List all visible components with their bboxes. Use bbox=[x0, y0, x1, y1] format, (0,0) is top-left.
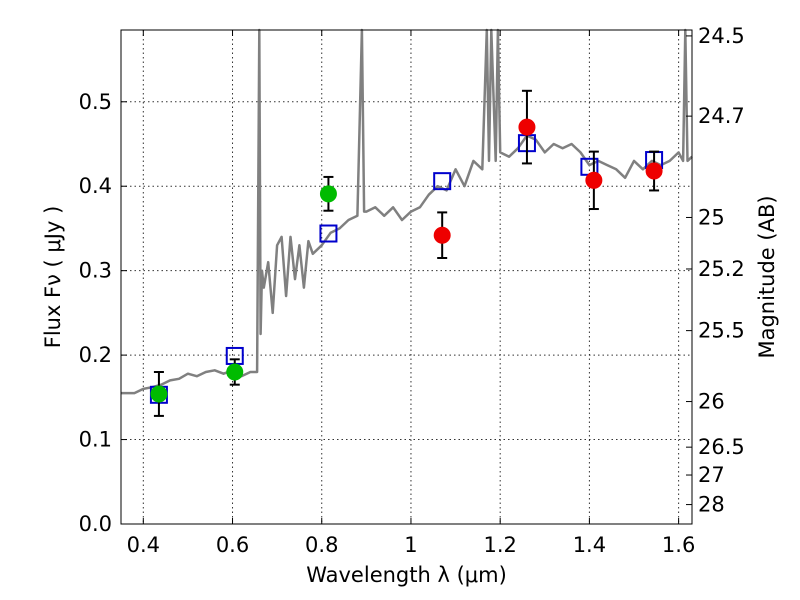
model-square-marker bbox=[319, 224, 338, 243]
y2-tick-label: 25.2 bbox=[698, 257, 745, 281]
model-square-marker bbox=[433, 172, 452, 191]
y2-tick-label: 26.5 bbox=[698, 435, 745, 459]
y2-axis-label: Magnitude (AB) bbox=[755, 195, 779, 358]
red-circle-marker bbox=[645, 162, 663, 180]
x-tick-label: 1.6 bbox=[662, 533, 695, 557]
y2-tick-label: 24.7 bbox=[698, 104, 745, 128]
spectrum-layer bbox=[121, 28, 693, 395]
x-tick-label: 0.6 bbox=[216, 533, 249, 557]
y-tick-label: 0.5 bbox=[79, 90, 112, 114]
ticks-layer: 0.4 0.6 0.8 1 1.2 1.4 1.6 0.0 0.1 0.2 0.3 0.4 0.5 24.… bbox=[79, 24, 745, 557]
x-tick-label: 0.8 bbox=[305, 533, 338, 557]
y-tick-label: 0.1 bbox=[79, 428, 112, 452]
y2-tick-label: 28 bbox=[698, 493, 725, 517]
x-tick-label: 1.2 bbox=[483, 533, 516, 557]
y2-tick-label: 25.5 bbox=[698, 319, 745, 343]
y-axis-label: Flux Fν ( μJy ) bbox=[41, 206, 65, 349]
y-tick-label: 0.4 bbox=[79, 174, 112, 198]
y2-tick-label: 24.5 bbox=[698, 24, 745, 48]
y-tick-label: 0.0 bbox=[79, 512, 112, 536]
markers-layer bbox=[149, 89, 664, 417]
green-circle-marker bbox=[150, 385, 168, 403]
red-circle-marker bbox=[585, 171, 603, 189]
spectrum-curve bbox=[121, 28, 693, 395]
y2-tick-label: 26 bbox=[698, 390, 725, 414]
y-tick-label: 0.2 bbox=[79, 343, 112, 367]
red-circle-marker bbox=[518, 118, 536, 136]
y2-tick-label: 25 bbox=[698, 205, 725, 229]
y-tick-label: 0.3 bbox=[79, 259, 112, 283]
green-circle-marker bbox=[226, 363, 244, 381]
green-circle-marker bbox=[319, 185, 337, 203]
x-tick-label: 1.4 bbox=[573, 533, 606, 557]
red-circle-marker bbox=[433, 226, 451, 244]
grid bbox=[121, 30, 692, 524]
x-axis-label: Wavelength λ (μm) bbox=[306, 563, 507, 587]
plot-frame bbox=[120, 29, 693, 525]
y2-tick-label: 27 bbox=[698, 463, 725, 487]
x-tick-label: 0.4 bbox=[127, 533, 160, 557]
x-tick-label: 1 bbox=[404, 533, 417, 557]
